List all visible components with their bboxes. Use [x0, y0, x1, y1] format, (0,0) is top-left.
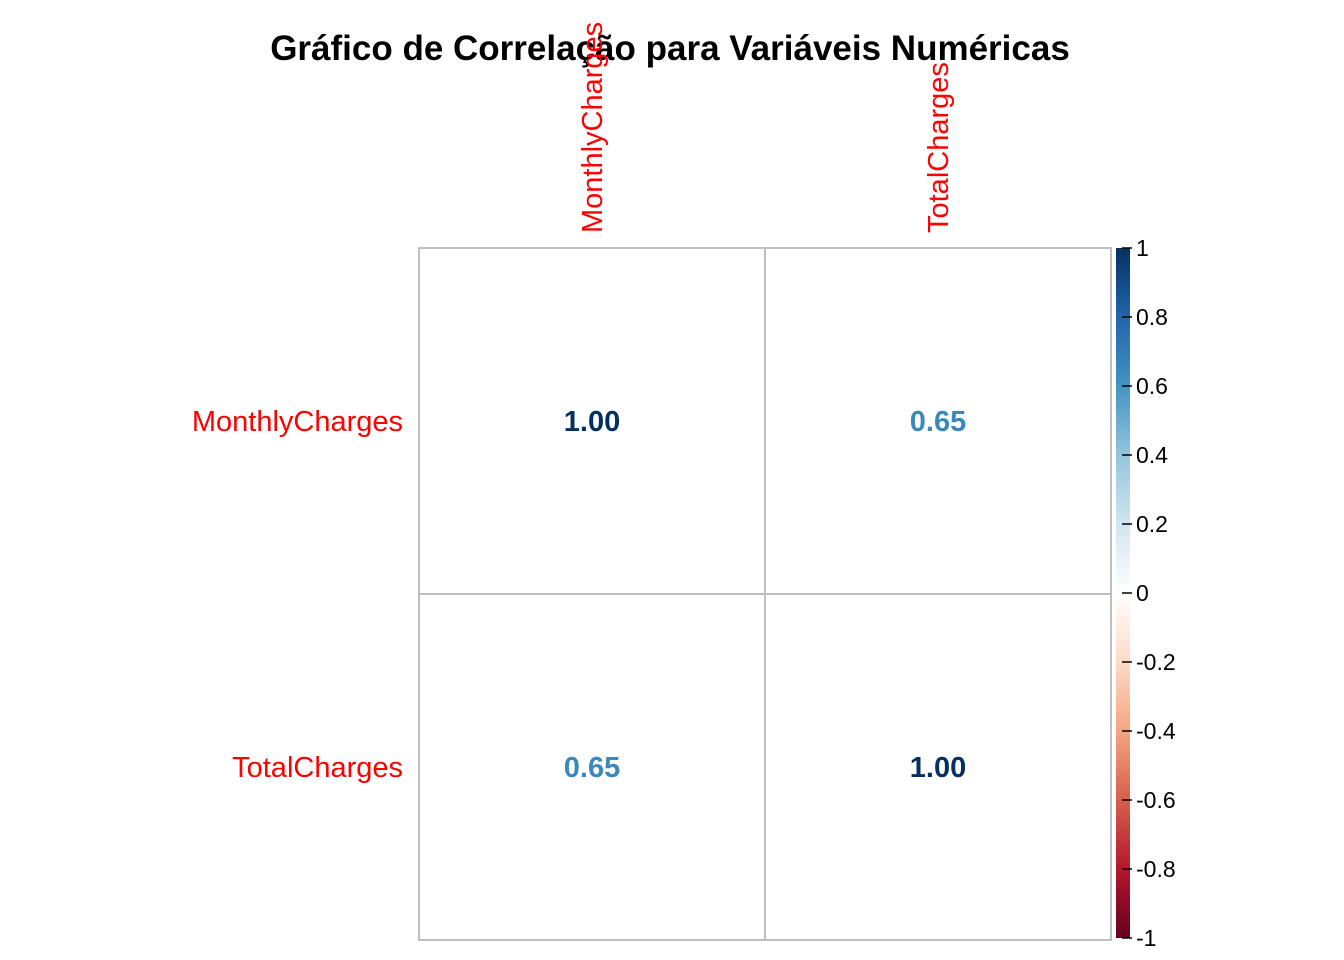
colorbar-tick-label: 0	[1136, 580, 1149, 606]
colorbar-ticks: 1 0.8 0.6 0.4 0.2 0 -0.2 -0.4 -0.6 -0.8 -1	[1122, 235, 1176, 951]
colorbar-tick-label: 0.4	[1136, 442, 1168, 468]
colorbar-tick-label: -0.6	[1136, 787, 1176, 813]
colorbar-tick-label: -0.2	[1136, 649, 1176, 675]
colorbar: 1 0.8 0.6 0.4 0.2 0 -0.2 -0.4 -0.6 -0.8 -1	[1116, 235, 1176, 951]
chart-title: Gráfico de Correlação para Variáveis Num…	[270, 29, 1070, 68]
colorbar-tick-label: 0.2	[1136, 511, 1168, 537]
matrix-cell	[418, 247, 766, 595]
colorbar-tick-label: -1	[1136, 925, 1156, 951]
column-label: MonthlyCharges	[577, 22, 609, 233]
column-label: TotalCharges	[923, 62, 955, 233]
matrix-cell	[764, 593, 1112, 941]
correlation-matrix: 1.00 0.65 0.65 1.00	[418, 247, 1112, 941]
colorbar-tick-label: 0.8	[1136, 304, 1168, 330]
colorbar-tick-label: 0.6	[1136, 373, 1168, 399]
matrix-cell	[418, 593, 766, 941]
matrix-cell	[764, 247, 1112, 595]
row-label: TotalCharges	[232, 752, 403, 784]
correlation-value: 1.00	[910, 752, 966, 784]
colorbar-tick-label: 1	[1136, 235, 1149, 261]
colorbar-tick-label: -0.8	[1136, 856, 1176, 882]
correlation-value: 0.65	[564, 752, 620, 784]
correlation-value: 0.65	[910, 406, 966, 438]
row-label: MonthlyCharges	[192, 406, 403, 438]
row-labels: MonthlyCharges TotalCharges	[192, 406, 403, 784]
correlation-value: 1.00	[564, 406, 620, 438]
colorbar-tick-label: -0.4	[1136, 718, 1176, 744]
column-labels: MonthlyCharges TotalCharges	[577, 22, 955, 233]
